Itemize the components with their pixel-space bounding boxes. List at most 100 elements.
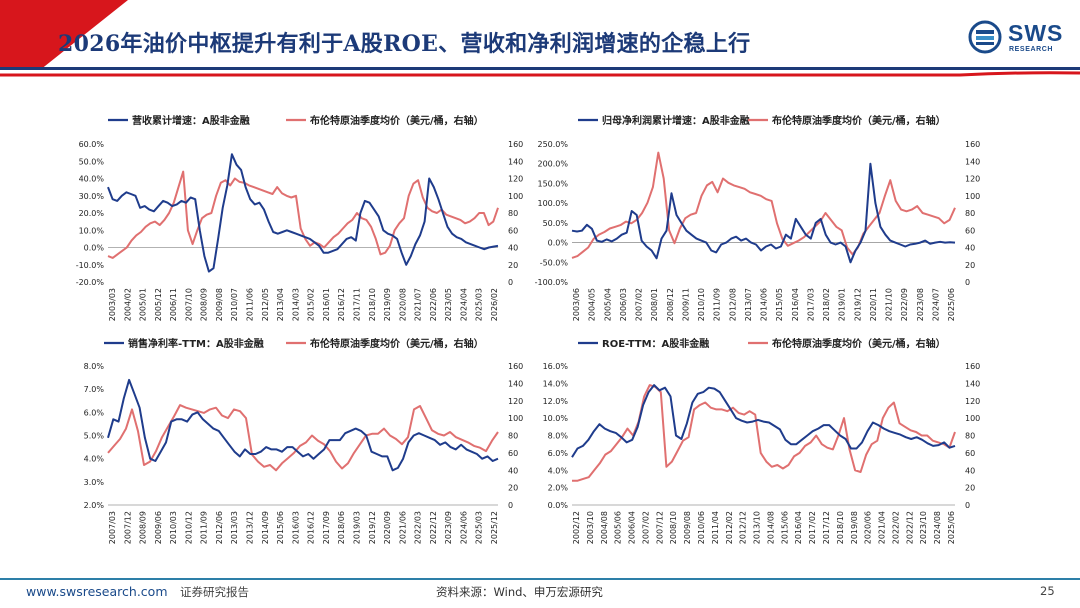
x-tick-label: 2017/03 <box>806 288 815 321</box>
y2-tick-label: 0 <box>508 501 513 510</box>
x-tick-label: 2012/06 <box>215 511 224 544</box>
x-tick-label: 2014/08 <box>766 511 775 544</box>
x-tick-label: 2007/02 <box>635 288 644 321</box>
x-tick-label: 2021/04 <box>878 511 887 544</box>
x-tick-label: 2022/12 <box>429 511 438 544</box>
x-tick-label: 2007/03 <box>108 511 117 544</box>
y2-tick-label: 60 <box>508 449 518 458</box>
x-tick-label: 2013/03 <box>230 511 239 544</box>
x-tick-label: 2015/05 <box>775 288 784 321</box>
oil-price-line <box>572 384 956 482</box>
x-tick-label: 2006/04 <box>628 511 637 544</box>
oil-price-line <box>107 404 499 472</box>
y2-tick-label: 160 <box>965 362 980 371</box>
x-tick-label: 2015/02 <box>307 288 316 321</box>
y-tick-label: 0.0% <box>84 244 105 253</box>
y-tick-label: 150.0% <box>537 179 568 188</box>
x-tick-label: 2022/09 <box>900 288 909 321</box>
x-tick-label: 2017/11 <box>352 288 361 321</box>
x-tick-label: 2007/02 <box>641 511 650 544</box>
y2-tick-label: 100 <box>508 192 523 201</box>
y2-tick-label: 60 <box>965 449 975 458</box>
y-tick-label: -50.0% <box>540 258 569 267</box>
x-tick-label: 2009/08 <box>683 511 692 544</box>
x-tick-label: 2010/03 <box>169 511 178 544</box>
x-tick-label: 2003/10 <box>586 511 595 544</box>
header-underline-blue <box>0 67 1080 70</box>
metric-series-line <box>107 378 499 472</box>
x-tick-label: 2005/12 <box>154 288 163 321</box>
x-tick-label: 2023/10 <box>919 511 928 544</box>
y-tick-label: 250.0% <box>537 140 568 149</box>
x-tick-label: 2012/05 <box>261 288 270 321</box>
logo-text: SWS <box>1008 20 1064 46</box>
y-tick-label: 4.0% <box>84 455 105 464</box>
x-tick-label: 2023/09 <box>444 511 453 544</box>
x-tick-label: 2019/03 <box>352 511 361 544</box>
x-tick-label: 2015/06 <box>780 511 789 544</box>
x-tick-label: 2012/08 <box>728 288 737 321</box>
x-tick-label: 2017/02 <box>808 511 817 544</box>
x-tick-label: 2004/08 <box>600 511 609 544</box>
x-tick-label: 2020/06 <box>864 511 873 544</box>
x-tick-label: 2023/05 <box>444 288 453 321</box>
logo-subtitle: RESEARCH <box>1009 46 1054 53</box>
y-tick-label: 5.0% <box>84 432 105 441</box>
x-tick-label: 2019/01 <box>838 288 847 321</box>
x-tick-label: 2016/01 <box>322 288 331 321</box>
x-tick-label: 2024/06 <box>459 511 468 544</box>
y-tick-label: 3.0% <box>84 478 105 487</box>
y-tick-label: 2.0% <box>84 501 105 510</box>
red-accent-bar <box>0 0 128 70</box>
x-tick-label: 2017/12 <box>822 511 831 544</box>
legend-label-oil: 布伦特原油季度均价（美元/桶，右轴） <box>310 337 484 350</box>
footer-divider <box>0 578 1080 580</box>
y-tick-label: 8.0% <box>548 432 569 441</box>
x-tick-label: 2019/12 <box>853 288 862 321</box>
y2-tick-label: 20 <box>965 484 975 493</box>
footer-report-tag: 证券研究报告 <box>180 585 249 599</box>
y-tick-label: 40.0% <box>79 175 105 184</box>
x-tick-label: 2004/02 <box>123 288 132 321</box>
x-tick-label: 2008/09 <box>200 288 209 321</box>
header-decoration <box>0 0 1080 77</box>
legend-label-series: 营收累计增速：A股非金融 <box>132 114 250 127</box>
x-tick-label: 2005/04 <box>603 288 612 321</box>
y-tick-label: 50.0% <box>543 219 569 228</box>
footer-url-link[interactable]: www.swsresearch.com <box>26 584 168 599</box>
y2-tick-label: 80 <box>508 209 518 218</box>
y2-tick-label: 140 <box>965 157 980 166</box>
x-tick-label: 2009/06 <box>154 511 163 544</box>
x-tick-label: 2022/02 <box>891 511 900 544</box>
charts-area: 营收累计增速：A股非金融 布伦特原油季度均价（美元/桶，右轴）60.0%50.0%… <box>76 114 981 544</box>
x-tick-label: 2005/01 <box>139 288 148 321</box>
y-tick-label: 20.0% <box>79 209 105 218</box>
x-tick-label: 2009/08 <box>215 288 224 321</box>
x-tick-label: 2025/06 <box>947 511 956 544</box>
x-tick-label: 2014/03 <box>291 288 300 321</box>
y2-tick-label: 120 <box>965 397 980 406</box>
x-tick-label: 2010/12 <box>184 511 193 544</box>
x-tick-label: 2007/10 <box>184 288 193 321</box>
x-tick-label: 2008/01 <box>650 288 659 321</box>
x-tick-label: 2025/12 <box>490 511 499 544</box>
y2-tick-label: 20 <box>508 261 518 270</box>
y-tick-label: 4.0% <box>548 466 569 475</box>
footer-source: 资料来源：Wind、申万宏源研究 <box>436 585 603 599</box>
y-tick-label: 12.0% <box>543 397 569 406</box>
y2-tick-label: 140 <box>508 379 523 388</box>
x-tick-label: 2004/05 <box>588 288 597 321</box>
y-tick-label: 2.0% <box>548 484 569 493</box>
y-tick-label: -10.0% <box>76 261 105 270</box>
x-tick-label: 2012/12 <box>739 511 748 544</box>
x-tick-label: 2022/06 <box>429 288 438 321</box>
x-tick-label: 2014/09 <box>261 511 270 544</box>
x-tick-label: 2013/07 <box>744 288 753 321</box>
y-tick-label: 10.0% <box>543 414 569 423</box>
x-tick-label: 2024/04 <box>459 288 468 321</box>
x-tick-label: 2015/06 <box>276 511 285 544</box>
y2-tick-label: 0 <box>508 278 513 287</box>
x-tick-label: 2020/08 <box>398 288 407 321</box>
y2-tick-label: 40 <box>508 244 518 253</box>
y2-tick-label: 80 <box>965 209 975 218</box>
